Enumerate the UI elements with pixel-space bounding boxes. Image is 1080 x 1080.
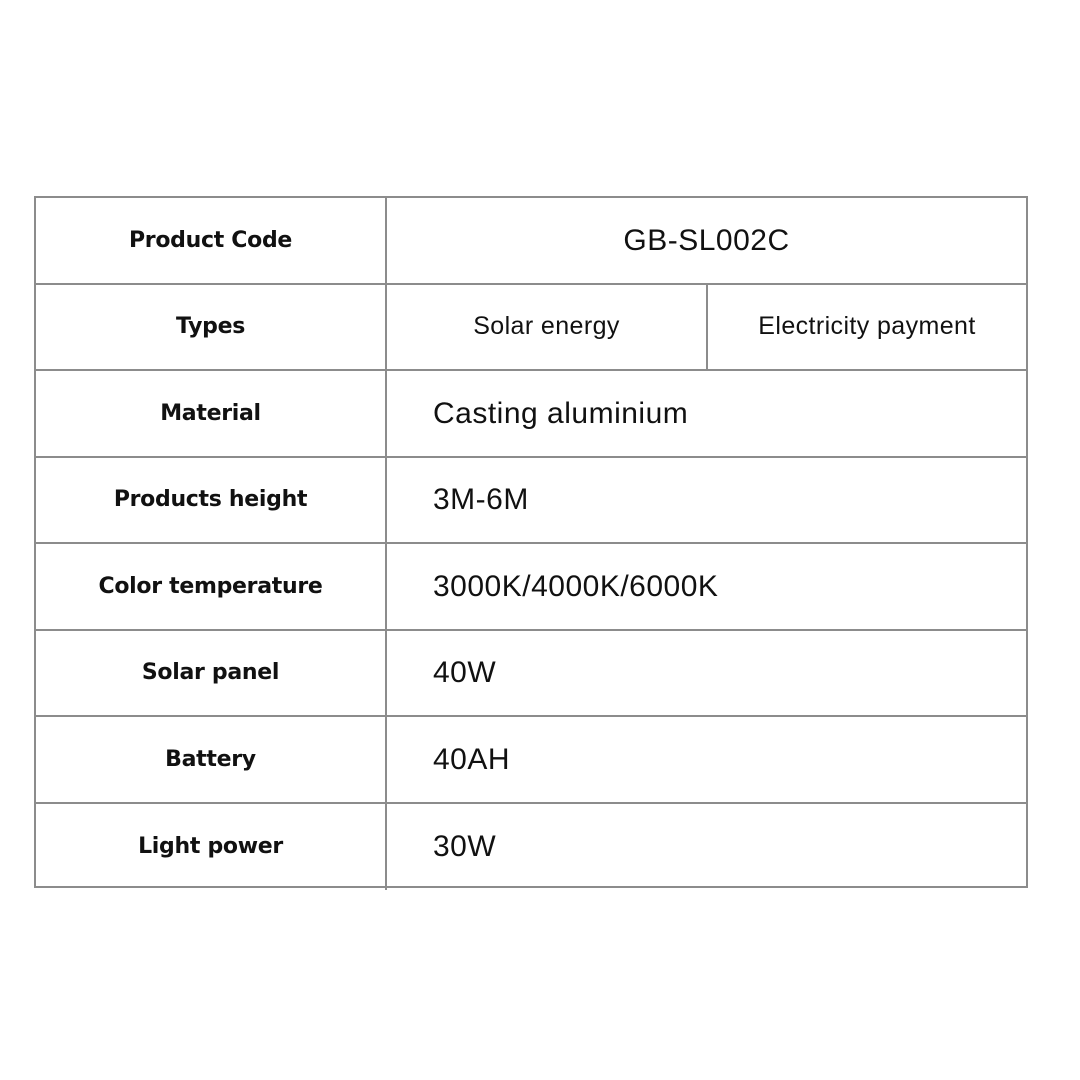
row-color-temperature: Color temperature 3000K/4000K/6000K bbox=[36, 544, 1026, 631]
row-light-power: Light power 30W bbox=[36, 803, 1026, 890]
value-solar-panel: 40W bbox=[433, 655, 497, 689]
value-type-electricity: Electricity payment bbox=[758, 312, 976, 340]
row-product-code: Product Code GB-SL002C bbox=[36, 198, 1026, 285]
label-material: Material bbox=[36, 371, 387, 456]
label-battery: Battery bbox=[36, 717, 387, 802]
row-battery: Battery 40AH bbox=[36, 717, 1026, 804]
label-types: Types bbox=[36, 284, 387, 369]
row-types: Types Solar energy Electricity payment bbox=[36, 284, 1026, 371]
spec-table: Product Code GB-SL002C Types Solar energ… bbox=[34, 196, 1028, 890]
label-height: Products height bbox=[36, 457, 387, 542]
value-material: Casting aluminium bbox=[433, 396, 689, 430]
value-height: 3M-6M bbox=[433, 482, 529, 516]
value-battery: 40AH bbox=[433, 742, 511, 776]
value-color-temperature: 3000K/4000K/6000K bbox=[433, 569, 719, 603]
value-light-power: 30W bbox=[433, 829, 497, 863]
value-product-code: GB-SL002C bbox=[623, 223, 790, 257]
label-light-power: Light power bbox=[36, 803, 387, 890]
row-material: Material Casting aluminium bbox=[36, 371, 1026, 458]
label-color-temperature: Color temperature bbox=[36, 544, 387, 629]
label-solar-panel: Solar panel bbox=[36, 630, 387, 715]
value-type-solar: Solar energy bbox=[387, 284, 708, 369]
row-solar-panel: Solar panel 40W bbox=[36, 630, 1026, 717]
row-height: Products height 3M-6M bbox=[36, 457, 1026, 544]
label-product-code: Product Code bbox=[36, 198, 387, 283]
